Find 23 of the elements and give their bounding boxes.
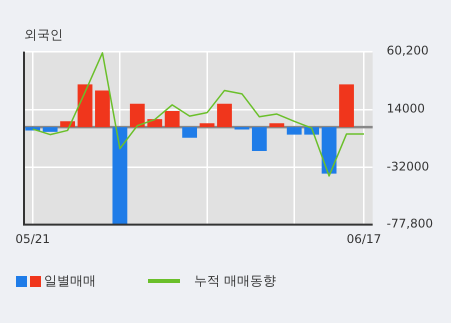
y-tick-label: 14000 bbox=[386, 102, 425, 116]
bar bbox=[164, 111, 180, 128]
bar bbox=[286, 127, 302, 135]
bar bbox=[130, 104, 145, 128]
legend-label: 일별매매 bbox=[44, 273, 96, 290]
bar bbox=[339, 84, 354, 128]
bar bbox=[182, 127, 198, 138]
bar bbox=[112, 127, 128, 224]
y-tick-label: -77,800 bbox=[386, 216, 434, 231]
bar bbox=[269, 123, 284, 128]
legend-label: 누적 매매동향 bbox=[194, 273, 276, 290]
y-tick-label: -32000 bbox=[386, 159, 430, 174]
bar bbox=[42, 127, 58, 132]
bar bbox=[252, 127, 267, 152]
bar bbox=[217, 104, 232, 128]
bar bbox=[322, 127, 337, 174]
bar bbox=[95, 90, 110, 128]
x-tick-label: 05/21 bbox=[15, 232, 50, 246]
bar bbox=[78, 84, 92, 128]
bar bbox=[200, 123, 214, 128]
chart-title: 외국인 bbox=[24, 28, 63, 44]
y-tick-label: 60,200 bbox=[386, 44, 429, 58]
x-tick-label: 06/17 bbox=[346, 232, 382, 246]
